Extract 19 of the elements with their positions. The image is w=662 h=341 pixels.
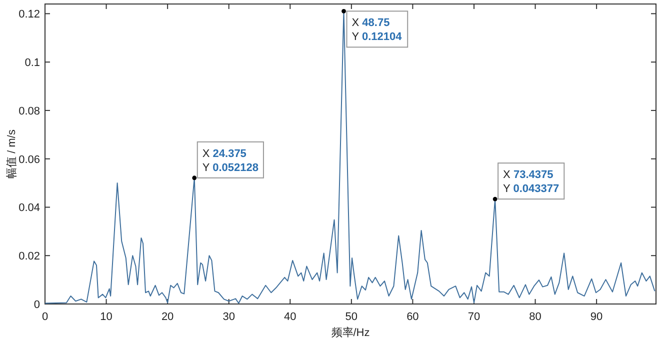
y-tick-label: 0 <box>34 299 40 311</box>
x-tick-label: 40 <box>284 311 296 323</box>
y-tick-label: 0.12 <box>18 8 40 21</box>
x-tick-label: 30 <box>222 311 235 323</box>
y-tick-label: 0.02 <box>18 250 40 263</box>
y-tick-label: 0.04 <box>18 202 40 214</box>
x-tick-label: 90 <box>590 311 603 323</box>
x-tick-label: 60 <box>406 311 419 323</box>
x-tick-label: 0 <box>42 311 48 323</box>
y-tick-label: 0.06 <box>18 154 40 166</box>
y-tick-label: 0.1 <box>24 57 40 70</box>
y-tick-label: 0.08 <box>18 105 40 118</box>
x-tick-label: 50 <box>345 311 358 323</box>
x-tick-label: 80 <box>529 311 542 323</box>
x-tick-label: 10 <box>100 311 112 323</box>
y-axis-title: 幅值 / m/s <box>6 129 18 178</box>
x-tick-label: 20 <box>161 311 174 323</box>
x-tick-label: 70 <box>468 311 480 323</box>
x-axis-title: 频率/Hz <box>331 326 370 339</box>
